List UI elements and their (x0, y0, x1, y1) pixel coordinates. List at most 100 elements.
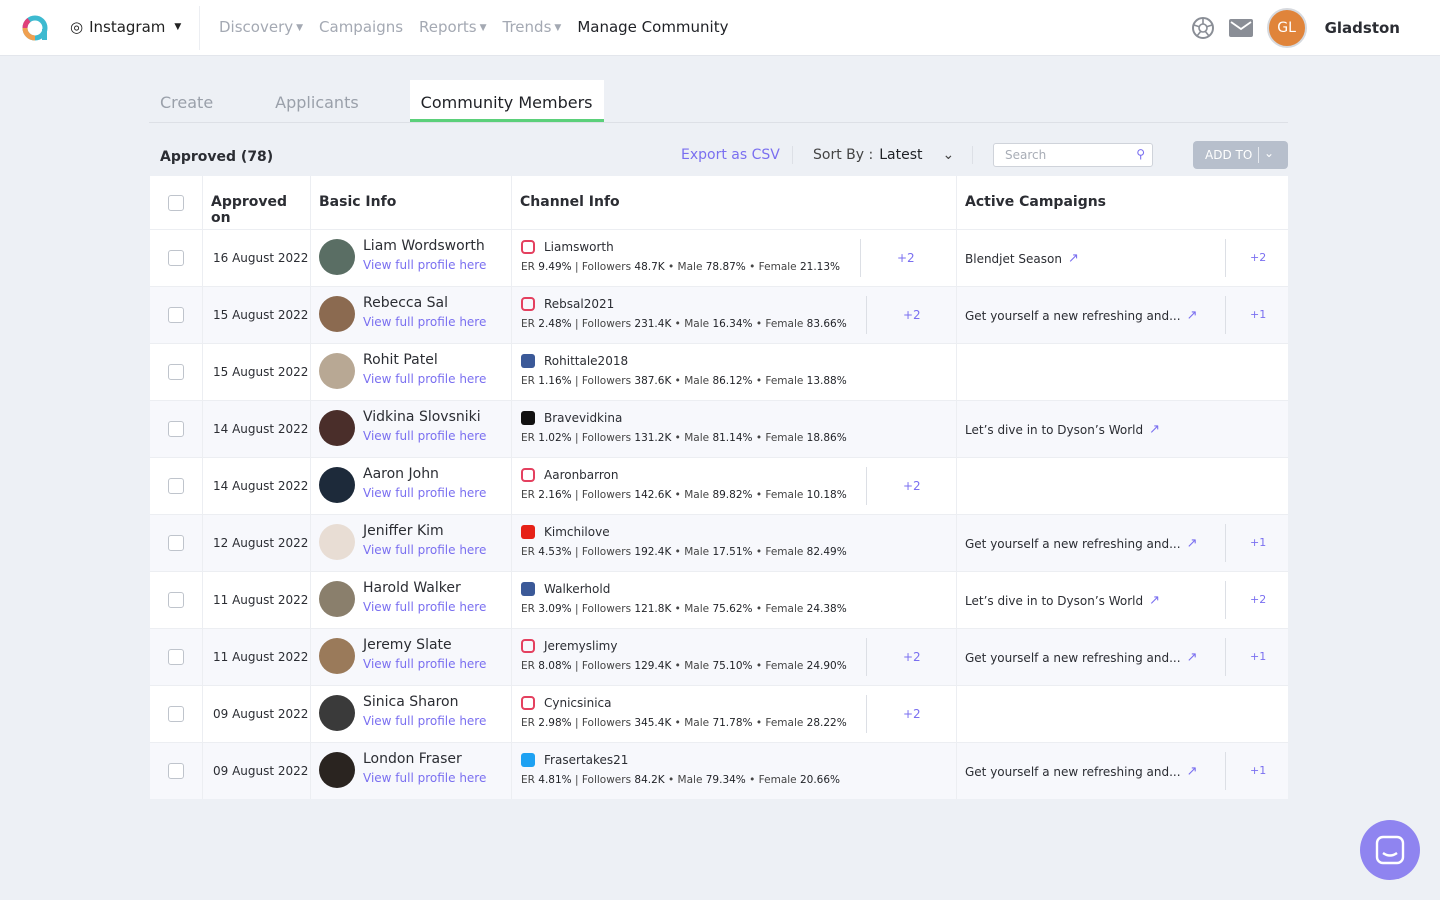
add-to-button[interactable]: ADD TO ⌄ (1193, 141, 1288, 169)
external-link-icon[interactable]: ↗ (1149, 593, 1161, 608)
avatar[interactable] (319, 581, 355, 617)
view-profile-link[interactable]: View full profile here (363, 429, 487, 443)
channel-handle[interactable]: Kimchilove (544, 525, 610, 539)
more-channels-link[interactable]: +2 (897, 251, 915, 265)
view-profile-link[interactable]: View full profile here (363, 600, 487, 614)
member-name[interactable]: Jeniffer Kim (363, 523, 444, 539)
view-profile-link[interactable]: View full profile here (363, 771, 487, 785)
avatar[interactable] (319, 638, 355, 674)
avatar[interactable]: GL (1266, 8, 1307, 48)
member-name[interactable]: Liam Wordsworth (363, 238, 485, 254)
campaign[interactable]: Get yourself a new refreshing and... ↗ (965, 308, 1197, 323)
member-name[interactable]: Harold Walker (363, 580, 461, 596)
view-profile-link[interactable]: View full profile here (363, 543, 487, 557)
avatar[interactable] (319, 239, 355, 275)
row-checkbox[interactable] (168, 364, 184, 380)
external-link-icon[interactable]: ↗ (1186, 764, 1198, 779)
campaign[interactable]: Let’s dive in to Dyson’s World ↗ (965, 593, 1160, 608)
select-all-checkbox[interactable] (168, 194, 184, 211)
more-channels-link[interactable]: +2 (903, 479, 921, 493)
channel-handle[interactable]: Jeremyslimy (544, 639, 618, 653)
campaign-name[interactable]: Get yourself a new refreshing and... (965, 650, 1181, 665)
more-campaigns-link[interactable]: +1 (1250, 536, 1267, 549)
more-channels-link[interactable]: +2 (903, 707, 921, 721)
external-link-icon[interactable]: ↗ (1149, 422, 1161, 437)
platform-selector[interactable]: ◎ Instagram ▼ (70, 18, 181, 36)
nav-trends[interactable]: Trends ▼ (502, 18, 562, 36)
row-checkbox[interactable] (168, 535, 184, 551)
more-channels-link[interactable]: +2 (903, 308, 921, 322)
nav-reports[interactable]: Reports ▼ (419, 18, 487, 36)
view-profile-link[interactable]: View full profile here (363, 258, 487, 272)
view-profile-link[interactable]: View full profile here (363, 315, 487, 329)
tab-community-members[interactable]: Community Members (409, 80, 604, 122)
channel-handle[interactable]: Bravevidkina (544, 411, 623, 425)
campaign[interactable]: Blendjet Season ↗ (965, 251, 1079, 266)
member-name[interactable]: Vidkina Slovsniki (363, 409, 481, 425)
campaign-name[interactable]: Blendjet Season (965, 251, 1062, 266)
nav-campaigns[interactable]: Campaigns (319, 18, 404, 36)
campaign[interactable]: Get yourself a new refreshing and... ↗ (965, 764, 1197, 779)
nav-discovery[interactable]: Discovery ▼ (219, 18, 304, 36)
avatar[interactable] (319, 524, 355, 560)
campaign-name[interactable]: Get yourself a new refreshing and... (965, 308, 1181, 323)
row-checkbox[interactable] (168, 478, 184, 494)
channel-handle[interactable]: Aaronbarron (544, 468, 619, 482)
export-csv-link[interactable]: Export as CSV (681, 147, 780, 163)
more-campaigns-link[interactable]: +2 (1250, 593, 1267, 606)
more-campaigns-link[interactable]: +1 (1250, 764, 1267, 777)
channel-handle[interactable]: Frasertakes21 (544, 753, 629, 767)
campaign[interactable]: Let’s dive in to Dyson’s World ↗ (965, 422, 1160, 437)
member-name[interactable]: Rebecca Sal (363, 295, 448, 311)
mail-icon[interactable] (1228, 19, 1253, 37)
avatar[interactable] (319, 353, 355, 389)
member-name[interactable]: Sinica Sharon (363, 694, 459, 710)
member-name[interactable]: Rohit Patel (363, 352, 438, 368)
channel-handle[interactable]: Rohittale2018 (544, 354, 629, 368)
view-profile-link[interactable]: View full profile here (363, 486, 487, 500)
campaign-name[interactable]: Get yourself a new refreshing and... (965, 764, 1181, 779)
view-profile-link[interactable]: View full profile here (363, 657, 487, 671)
row-checkbox[interactable] (168, 307, 184, 323)
campaign[interactable]: Get yourself a new refreshing and... ↗ (965, 650, 1197, 665)
campaign-name[interactable]: Get yourself a new refreshing and... (965, 536, 1181, 551)
more-channels-link[interactable]: +2 (903, 650, 921, 664)
row-checkbox[interactable] (168, 763, 184, 779)
avatar[interactable] (319, 695, 355, 731)
campaign-name[interactable]: Let’s dive in to Dyson’s World (965, 422, 1144, 437)
view-profile-link[interactable]: View full profile here (363, 714, 487, 728)
row-checkbox[interactable] (168, 592, 184, 608)
app-logo[interactable] (22, 15, 48, 41)
avatar[interactable] (319, 467, 355, 503)
channel-handle[interactable]: Walkerhold (544, 582, 611, 596)
user-name[interactable]: Gladston (1324, 19, 1400, 37)
campaign-name[interactable]: Let’s dive in to Dyson’s World (965, 593, 1144, 608)
more-campaigns-link[interactable]: +2 (1250, 251, 1267, 264)
chat-launcher-button[interactable] (1360, 820, 1420, 880)
external-link-icon[interactable]: ↗ (1186, 308, 1198, 323)
sort-dropdown[interactable]: Sort By : Latest ⌄ (813, 147, 955, 163)
more-campaigns-link[interactable]: +1 (1250, 650, 1267, 663)
member-name[interactable]: London Fraser (363, 751, 462, 767)
member-name[interactable]: Jeremy Slate (363, 637, 452, 653)
channel-handle[interactable]: Cynicsinica (544, 696, 612, 710)
more-campaigns-link[interactable]: +1 (1250, 308, 1267, 321)
campaign[interactable]: Get yourself a new refreshing and... ↗ (965, 536, 1197, 551)
aperture-icon[interactable] (1191, 16, 1215, 40)
avatar[interactable] (319, 410, 355, 446)
external-link-icon[interactable]: ↗ (1186, 650, 1198, 665)
tab-applicants[interactable]: Applicants (275, 93, 359, 112)
row-checkbox[interactable] (168, 706, 184, 722)
tab-create[interactable]: Create (160, 93, 214, 112)
row-checkbox[interactable] (168, 649, 184, 665)
row-checkbox[interactable] (168, 421, 184, 437)
channel-handle[interactable]: Rebsal2021 (544, 297, 615, 311)
avatar[interactable] (319, 296, 355, 332)
external-link-icon[interactable]: ↗ (1186, 536, 1198, 551)
view-profile-link[interactable]: View full profile here (363, 372, 487, 386)
search-input[interactable]: Search ⚲ (993, 143, 1153, 167)
channel-handle[interactable]: Liamsworth (544, 240, 614, 254)
member-name[interactable]: Aaron John (363, 466, 439, 482)
avatar[interactable] (319, 752, 355, 788)
nav-manage-community[interactable]: Manage Community (577, 18, 729, 36)
